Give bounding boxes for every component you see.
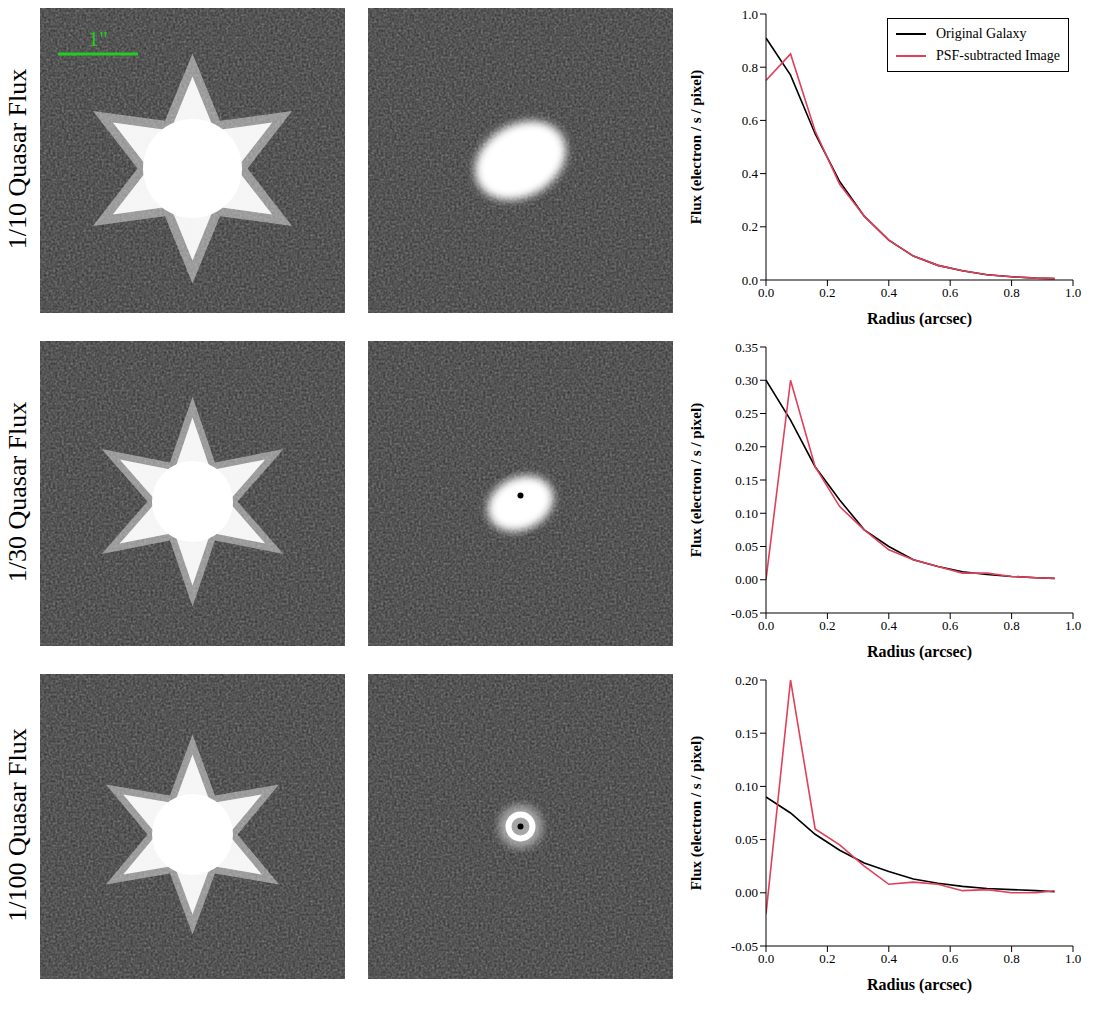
svg-text:0.15: 0.15 — [735, 726, 758, 741]
html-text:1/100 Quasar Flux: 1/100 Quasar Flux — [3, 727, 32, 922]
svg-text:Radius (arcsec): Radius (arcsec) — [867, 643, 972, 661]
svg-text:0.0: 0.0 — [758, 285, 774, 300]
svg-text:0.8: 0.8 — [1003, 285, 1019, 300]
svg-text:1.0: 1.0 — [742, 7, 758, 22]
svg-text:0.25: 0.25 — [735, 406, 758, 421]
svg-text:-0.05: -0.05 — [731, 606, 758, 621]
html-text:1/10 Quasar Flux: 1/10 Quasar Flux — [3, 68, 32, 249]
svg-text:0.6: 0.6 — [942, 951, 959, 966]
svg-text:0.4: 0.4 — [881, 618, 898, 633]
svg-text:0.8: 0.8 — [742, 60, 758, 75]
svg-text:0.35: 0.35 — [735, 340, 758, 355]
svg-text:0.6: 0.6 — [942, 618, 959, 633]
svg-text:0.4: 0.4 — [742, 166, 759, 181]
svg-text:0.8: 0.8 — [1003, 618, 1019, 633]
svg-text:0.20: 0.20 — [735, 439, 758, 454]
svg-text:Radius (arcsec): Radius (arcsec) — [867, 976, 972, 994]
svg-text:0.0: 0.0 — [758, 618, 774, 633]
svg-text:0.2: 0.2 — [819, 951, 835, 966]
svg-text:0.0: 0.0 — [742, 273, 758, 288]
html-text:PSF-subtracted Image: PSF-subtracted Image — [936, 48, 1060, 63]
svg-text:0.05: 0.05 — [735, 539, 758, 554]
svg-text:0.10: 0.10 — [735, 779, 758, 794]
svg-text:Radius (arcsec): Radius (arcsec) — [867, 310, 972, 328]
svg-text:0.15: 0.15 — [735, 473, 758, 488]
svg-text:0.6: 0.6 — [742, 113, 759, 128]
html-text:Original Galaxy: Original Galaxy — [936, 26, 1027, 41]
svg-text:0.2: 0.2 — [742, 219, 758, 234]
svg-text:0.6: 0.6 — [942, 285, 959, 300]
svg-text:0.00: 0.00 — [735, 885, 758, 900]
svg-text:0.20: 0.20 — [735, 673, 758, 688]
svg-text:1.0: 1.0 — [1065, 618, 1081, 633]
svg-text:1.0: 1.0 — [1065, 951, 1081, 966]
html-text:1/30 Quasar Flux: 1/30 Quasar Flux — [3, 401, 32, 582]
svg-text:1": 1" — [88, 26, 108, 51]
svg-text:0.2: 0.2 — [819, 285, 835, 300]
svg-text:0.00: 0.00 — [735, 572, 758, 587]
svg-text:0.05: 0.05 — [735, 832, 758, 847]
svg-text:Flux (electron / s / pixel): Flux (electron / s / pixel) — [688, 403, 705, 557]
svg-text:Flux (electron / s / pixel): Flux (electron / s / pixel) — [688, 70, 705, 224]
svg-text:Flux (electron / s / pixel): Flux (electron / s / pixel) — [688, 736, 705, 890]
svg-text:0.8: 0.8 — [1003, 951, 1019, 966]
svg-text:0.4: 0.4 — [881, 285, 898, 300]
svg-text:0.0: 0.0 — [758, 951, 774, 966]
svg-text:0.10: 0.10 — [735, 506, 758, 521]
svg-text:1.0: 1.0 — [1065, 285, 1081, 300]
svg-text:0.30: 0.30 — [735, 373, 758, 388]
svg-text:0.4: 0.4 — [881, 951, 898, 966]
svg-text:0.2: 0.2 — [819, 618, 835, 633]
svg-text:-0.05: -0.05 — [731, 939, 758, 954]
